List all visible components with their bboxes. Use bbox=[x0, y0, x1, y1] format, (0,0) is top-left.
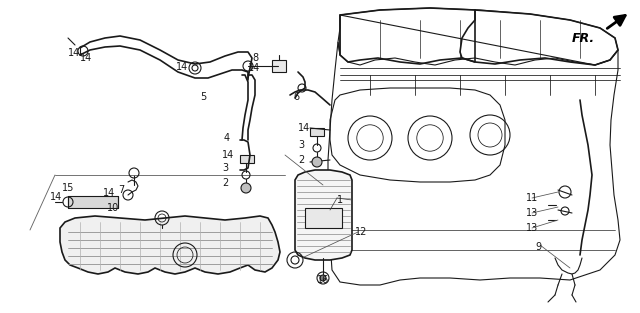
Circle shape bbox=[241, 183, 251, 193]
Polygon shape bbox=[60, 216, 280, 274]
Bar bbox=[310, 128, 324, 136]
Polygon shape bbox=[295, 170, 352, 260]
Text: 14: 14 bbox=[298, 123, 310, 133]
Text: 11: 11 bbox=[526, 193, 538, 203]
Polygon shape bbox=[305, 208, 342, 228]
Text: 8: 8 bbox=[252, 53, 258, 63]
Text: 2: 2 bbox=[222, 178, 228, 188]
Bar bbox=[240, 155, 254, 163]
Text: 1: 1 bbox=[337, 195, 343, 205]
Text: 4: 4 bbox=[224, 133, 230, 143]
Text: 7: 7 bbox=[118, 185, 124, 195]
Text: 15: 15 bbox=[62, 183, 74, 193]
Circle shape bbox=[320, 275, 326, 281]
Text: 14: 14 bbox=[248, 63, 260, 73]
Bar bbox=[68, 196, 118, 208]
Text: 3: 3 bbox=[298, 140, 304, 150]
Text: FR.: FR. bbox=[572, 32, 595, 45]
Bar bbox=[272, 60, 286, 72]
Text: 2: 2 bbox=[298, 155, 304, 165]
Circle shape bbox=[312, 157, 322, 167]
Text: 14: 14 bbox=[80, 53, 92, 63]
Text: 16: 16 bbox=[317, 275, 329, 285]
Text: 12: 12 bbox=[355, 227, 367, 237]
Text: 13: 13 bbox=[526, 208, 538, 218]
Text: 5: 5 bbox=[200, 92, 206, 102]
Text: 14: 14 bbox=[176, 62, 188, 72]
Text: 6: 6 bbox=[293, 92, 299, 102]
Text: 14: 14 bbox=[50, 192, 62, 202]
Text: 10: 10 bbox=[107, 203, 119, 213]
Text: 14: 14 bbox=[222, 150, 234, 160]
Text: 9: 9 bbox=[535, 242, 541, 252]
Text: 14: 14 bbox=[68, 48, 80, 58]
Text: 13: 13 bbox=[526, 223, 538, 233]
Text: 14: 14 bbox=[103, 188, 115, 198]
Text: 3: 3 bbox=[222, 163, 228, 173]
